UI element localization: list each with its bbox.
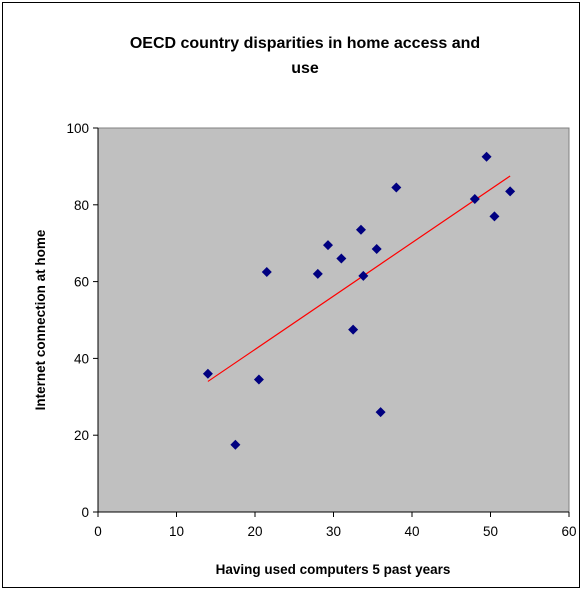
data-point [261,267,272,277]
data-point [481,151,492,162]
data-points [202,151,516,450]
data-point [355,224,366,235]
y-tick-label: 80 [74,198,89,213]
data-point [312,268,323,279]
x-tick-label: 30 [326,524,341,539]
data-point [358,270,369,281]
data-point [253,374,264,385]
data-point [348,324,359,335]
x-tick-label: 20 [247,524,262,539]
data-point [371,243,382,254]
x-tick-label: 0 [94,524,102,539]
data-point [489,211,500,222]
plot-area [97,127,570,513]
data-point [375,407,386,418]
y-axis: 0 20 40 60 80 100 [66,121,99,520]
y-tick-label: 0 [81,505,89,520]
data-point [336,253,347,264]
data-point [469,194,480,205]
x-tick-label: 50 [483,524,498,539]
data-point [323,240,334,251]
data-point [391,182,402,193]
data-point [230,439,241,450]
x-tick-label: 40 [404,524,419,539]
y-tick-label: 40 [74,351,89,366]
trendline [207,175,511,382]
y-tick-label: 20 [74,428,89,443]
x-axis-title: Having used computers 5 past years [216,562,451,577]
data-point [505,186,516,197]
x-tick-label: 60 [561,524,576,539]
x-axis: 0 10 20 30 40 50 60 [94,511,577,539]
y-tick-label: 100 [66,121,89,136]
data-point [202,368,213,379]
y-axis-title: Internet connection at home [33,229,48,410]
chart-title-line-2: use [291,60,319,77]
x-tick-label: 10 [169,524,184,539]
y-tick-label: 60 [74,275,89,290]
chart-title-line-1: OECD country disparities in home access … [130,35,480,52]
